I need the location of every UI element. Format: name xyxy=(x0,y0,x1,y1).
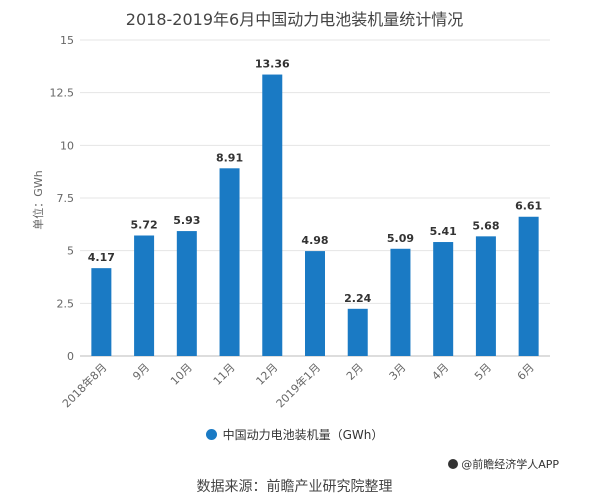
data-label: 6.61 xyxy=(515,200,542,213)
x-tick-label: 4月 xyxy=(429,361,451,383)
y-tick-label: 5 xyxy=(67,245,74,258)
data-label: 2.24 xyxy=(344,292,371,305)
x-tick-label: 2019年1月 xyxy=(273,360,323,410)
x-tick-label: 11月 xyxy=(211,361,238,388)
x-tick-label: 2月 xyxy=(344,361,366,383)
data-label: 5.72 xyxy=(131,218,158,231)
y-tick-label: 0 xyxy=(67,350,74,363)
data-source: 数据来源：前瞻产业研究院整理 xyxy=(196,479,393,495)
data-label: 5.93 xyxy=(173,214,200,227)
x-tick-label: 5月 xyxy=(472,361,494,383)
y-tick-label: 12.5 xyxy=(50,87,75,100)
chart-title: 2018-2019年6月中国动力电池装机量统计情况 xyxy=(125,10,464,29)
y-tick-labels: 0 2.5 5 7.5 10 12.5 15 xyxy=(50,34,75,363)
x-tick-label: 6月 xyxy=(515,361,537,383)
logo-badge-icon xyxy=(448,459,459,469)
bar[interactable] xyxy=(91,268,112,356)
y-tick-label: 7.5 xyxy=(57,192,75,205)
data-labels: 4.17 5.72 5.93 8.91 13.36 4.98 2.24 5.09 5.41 5.6… xyxy=(88,58,542,305)
y-tick-label: 2.5 xyxy=(57,297,75,310)
bar[interactable] xyxy=(433,242,454,356)
y-tick-label: 15 xyxy=(60,34,74,47)
data-label: 4.98 xyxy=(301,234,328,247)
bar[interactable] xyxy=(390,248,411,356)
bar[interactable] xyxy=(134,235,155,356)
bar[interactable] xyxy=(475,236,496,356)
watermark-app-text: @前瞻经济学人APP xyxy=(461,458,559,471)
bar[interactable] xyxy=(262,74,283,357)
data-label: 8.91 xyxy=(216,151,243,164)
data-label: 4.17 xyxy=(88,251,115,264)
x-tick-label: 10月 xyxy=(168,361,195,388)
bar[interactable] xyxy=(518,216,539,356)
legend[interactable]: 中国动力电池装机量（GWh） xyxy=(0,426,589,443)
x-tick-label: 12月 xyxy=(254,361,281,388)
legend-series-marker xyxy=(205,429,217,440)
data-label: 13.36 xyxy=(255,58,290,71)
x-tick-label: 9月 xyxy=(130,361,152,383)
bar[interactable] xyxy=(219,168,240,356)
legend-series-label: 中国动力电池装机量（GWh） xyxy=(222,428,384,442)
y-axis-label: 单位：GWh xyxy=(31,170,45,229)
y-tick-label: 10 xyxy=(60,139,74,152)
watermark-app-credit: @前瞻经济学人APP xyxy=(448,456,559,472)
data-label: 5.41 xyxy=(430,225,457,238)
bar[interactable] xyxy=(347,308,368,356)
x-tick-label: 3月 xyxy=(387,361,409,383)
data-label: 5.68 xyxy=(472,219,499,232)
bar[interactable] xyxy=(176,231,197,356)
x-tick-label: 2018年8月 xyxy=(59,360,109,410)
bar[interactable] xyxy=(305,251,325,356)
bars xyxy=(91,74,539,357)
data-label: 5.09 xyxy=(387,232,414,245)
